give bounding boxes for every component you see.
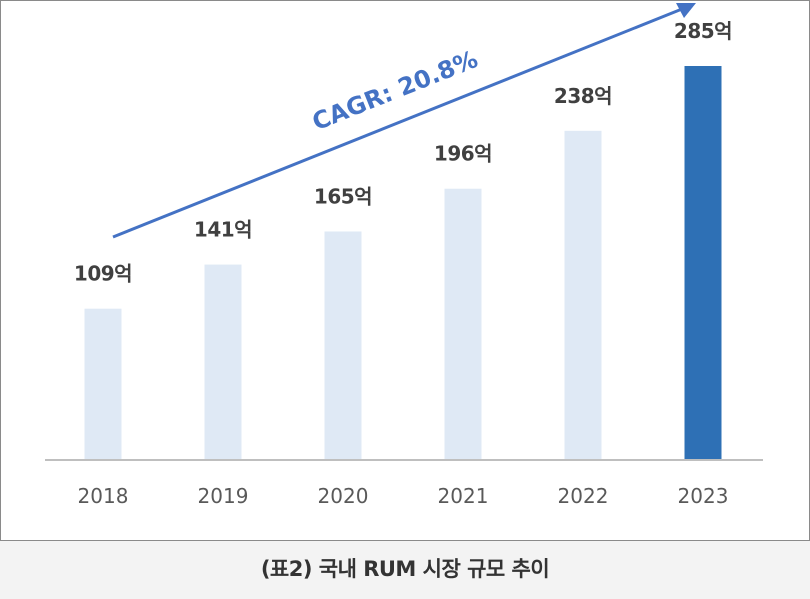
bar-2020 — [324, 231, 362, 459]
x-tick-label-2018: 2018 — [78, 484, 129, 508]
bar-2019 — [204, 264, 242, 459]
x-tick-label-2020: 2020 — [318, 484, 369, 508]
x-tick-label-2019: 2019 — [198, 484, 249, 508]
cagr-arrow-head — [676, 3, 696, 18]
chart-caption: (표2) 국내 RUM 시장 규모 추이 — [260, 557, 550, 581]
bar-chart: 109억 2018 141억 2019 165억 2020 196억 2021 238억 2022… — [45, 3, 763, 508]
data-label-2022: 238억 — [554, 84, 612, 108]
bar-2018 — [84, 308, 122, 459]
x-tick-label-2021: 2021 — [438, 484, 489, 508]
data-label-2019: 141억 — [194, 218, 252, 242]
bar-2023 — [684, 66, 722, 459]
data-label-2020: 165억 — [314, 184, 372, 208]
data-label-2023: 285억 — [674, 19, 732, 43]
data-label-2021: 196억 — [434, 142, 492, 166]
x-tick-label-2023: 2023 — [678, 484, 729, 508]
bar-2021 — [444, 188, 482, 459]
cagr-arrow-line — [112, 7, 683, 239]
x-tick-label-2022: 2022 — [558, 484, 609, 508]
bar-2022 — [564, 130, 602, 459]
data-label-2018: 109억 — [74, 262, 132, 286]
caption-band — [0, 541, 810, 599]
chart-frame — [0, 0, 810, 541]
